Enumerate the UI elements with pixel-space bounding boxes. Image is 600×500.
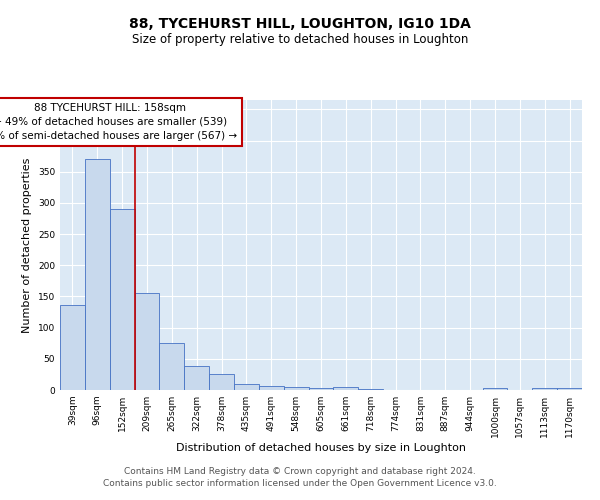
Text: Contains HM Land Registry data © Crown copyright and database right 2024.
Contai: Contains HM Land Registry data © Crown c… [103, 466, 497, 487]
Bar [60, 305, 85, 390]
Text: Size of property relative to detached houses in Loughton: Size of property relative to detached ho… [132, 32, 468, 46]
Text: 88, TYCEHURST HILL, LOUGHTON, IG10 1DA: 88, TYCEHURST HILL, LOUGHTON, IG10 1DA [129, 18, 471, 32]
Bar [532, 388, 557, 390]
Bar [284, 387, 308, 390]
Text: 88 TYCEHURST HILL: 158sqm
← 49% of detached houses are smaller (539)
51% of semi: 88 TYCEHURST HILL: 158sqm ← 49% of detac… [0, 103, 237, 141]
Bar [334, 387, 358, 390]
Bar [85, 159, 110, 390]
Bar [160, 343, 184, 390]
Bar [110, 209, 134, 390]
Bar [184, 366, 209, 390]
Bar [134, 294, 160, 390]
Bar [557, 388, 582, 390]
Bar [358, 389, 383, 390]
Bar [482, 388, 508, 390]
Bar [234, 384, 259, 390]
Y-axis label: Number of detached properties: Number of detached properties [22, 158, 32, 332]
Bar [308, 388, 334, 390]
Bar [209, 374, 234, 390]
Bar [259, 386, 284, 390]
X-axis label: Distribution of detached houses by size in Loughton: Distribution of detached houses by size … [176, 442, 466, 452]
